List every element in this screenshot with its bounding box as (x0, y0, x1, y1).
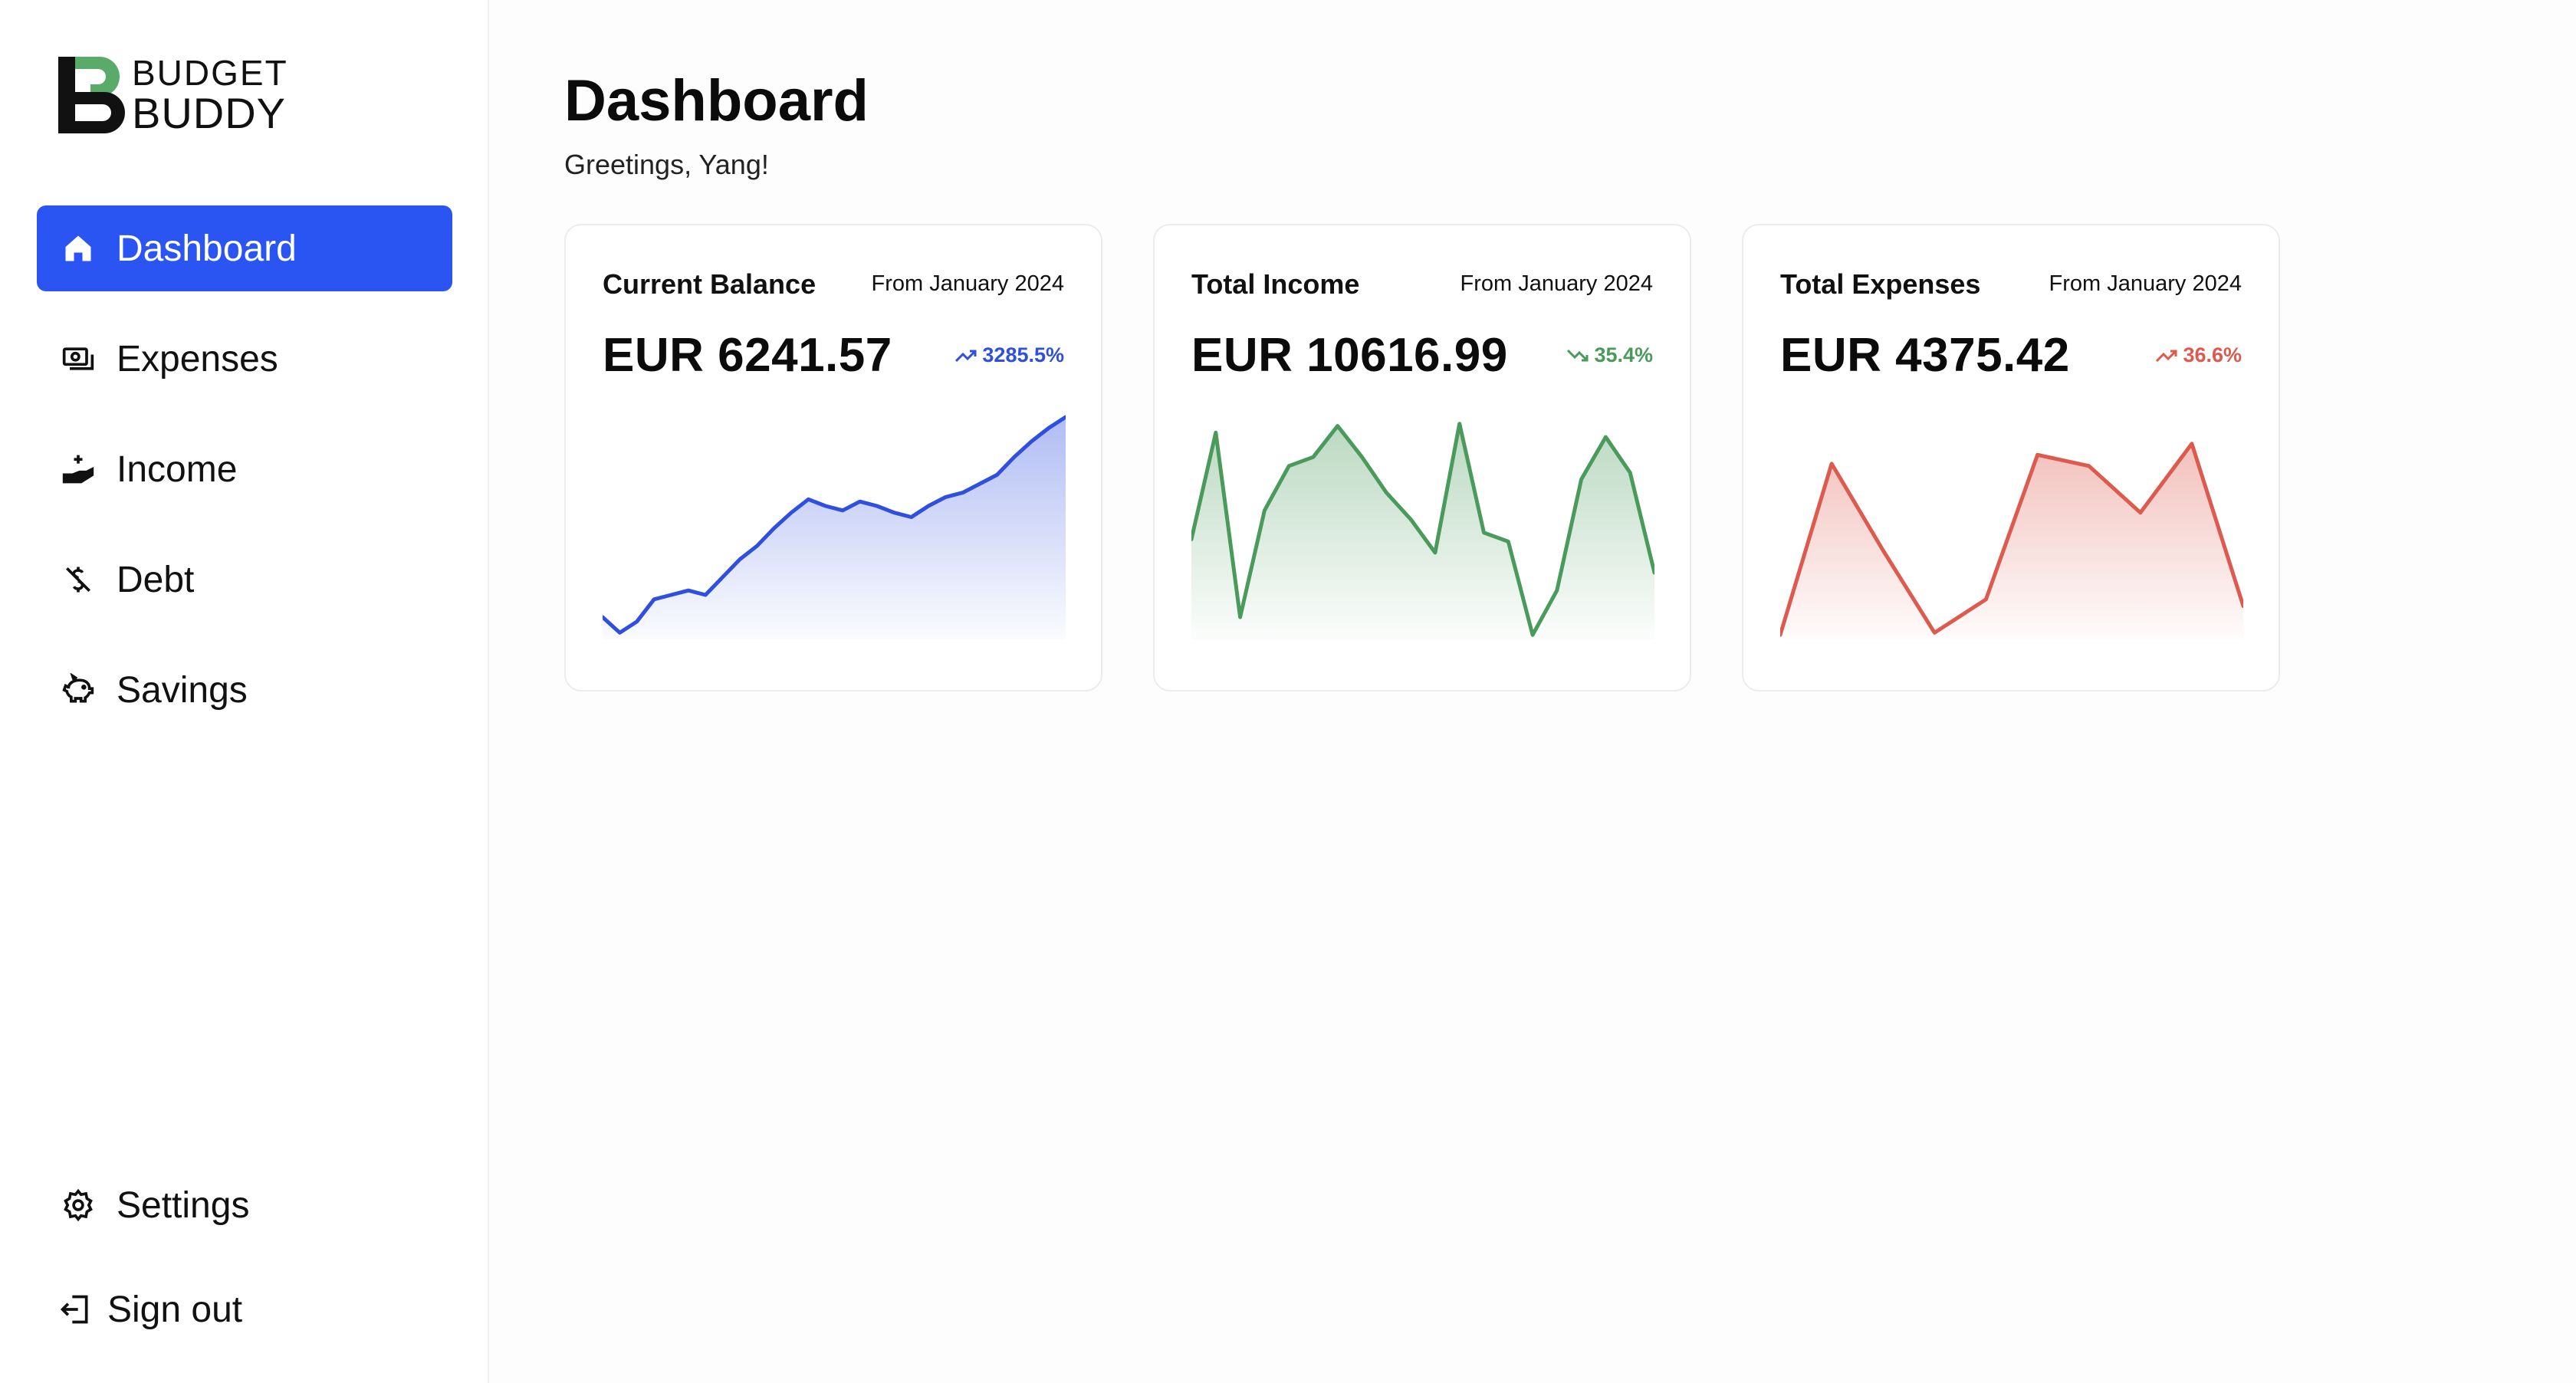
sign-out-button[interactable]: Sign out (37, 1266, 452, 1352)
expenses-chart (1780, 442, 2243, 639)
app-logo[interactable]: BUDGET BUDDY (58, 55, 288, 135)
card-amount: EUR 4375.42 (1780, 329, 2070, 382)
chart-area-fill (1191, 423, 1654, 639)
card-amount: EUR 6241.57 (603, 329, 892, 382)
logo-line-buddy: BUDDY (132, 89, 287, 137)
sidebar-item-label: Debt (117, 559, 195, 600)
sign-out-icon (58, 1293, 92, 1326)
income-chart (1191, 422, 1654, 639)
piggy-bank-icon (61, 673, 95, 707)
sidebar-item-label: Settings (117, 1184, 250, 1226)
chart-area-fill (1780, 443, 2243, 639)
card-title: Current Balance (603, 268, 816, 300)
card-change: 36.6% (2155, 343, 2242, 367)
budget-buddy-logo-icon (58, 57, 125, 133)
sidebar-item-savings[interactable]: Savings (37, 647, 452, 733)
chart-area-fill (603, 417, 1066, 639)
hand-coins-icon (61, 452, 95, 486)
card-period: From January 2024 (2049, 271, 2242, 296)
card-period: From January 2024 (871, 271, 1064, 296)
dollar-off-icon (61, 563, 95, 596)
card-amount: EUR 10616.99 (1191, 329, 1508, 382)
card-change: 35.4% (1566, 343, 1653, 367)
sidebar-item-debt[interactable]: Debt (37, 537, 452, 623)
card-change-value: 36.6% (2183, 343, 2242, 366)
chart-series-line (603, 415, 1066, 635)
chart-series-line (1780, 442, 2243, 637)
card-change-value: 3285.5% (982, 343, 1064, 366)
sidebar-item-label: Sign out (107, 1289, 243, 1330)
balance-chart (603, 415, 1066, 639)
sidebar-item-label: Expenses (117, 338, 278, 379)
card-change-value: 35.4% (1594, 343, 1653, 366)
total-expenses-card[interactable]: Total Expenses From January 2024 EUR 437… (1742, 224, 2280, 692)
sidebar-item-dashboard[interactable]: Dashboard (37, 205, 452, 291)
logo-text: BUDGET BUDDY (132, 55, 288, 135)
sidebar-item-expenses[interactable]: Expenses (37, 316, 452, 402)
sidebar-item-label: Savings (117, 669, 248, 711)
trend-down-icon (1567, 349, 1589, 361)
chart-series-line (1191, 422, 1654, 637)
sidebar-item-settings[interactable]: Settings (37, 1162, 452, 1248)
trend-up-icon (2156, 350, 2177, 362)
logo-line-budget: BUDGET (132, 53, 288, 93)
sidebar: BUDGET BUDDY Dashboard Expenses Income (0, 0, 489, 1383)
cash-icon (61, 342, 95, 376)
card-period: From January 2024 (1460, 271, 1653, 296)
sidebar-item-income[interactable]: Income (37, 426, 452, 512)
page-title: Dashboard (564, 68, 869, 133)
gear-icon (61, 1188, 95, 1222)
sidebar-item-label: Income (117, 448, 238, 490)
greeting-text: Greetings, Yang! (564, 149, 769, 180)
home-icon (61, 232, 95, 265)
card-title: Total Expenses (1780, 268, 1981, 300)
current-balance-card[interactable]: Current Balance From January 2024 EUR 62… (564, 224, 1102, 692)
card-title: Total Income (1191, 268, 1360, 300)
main-content: Dashboard Greetings, Yang! Current Balan… (489, 0, 2576, 1383)
card-change: 3285.5% (955, 343, 1064, 367)
total-income-card[interactable]: Total Income From January 2024 EUR 10616… (1153, 224, 1691, 692)
trend-up-icon (955, 350, 977, 362)
sidebar-item-label: Dashboard (117, 228, 297, 269)
